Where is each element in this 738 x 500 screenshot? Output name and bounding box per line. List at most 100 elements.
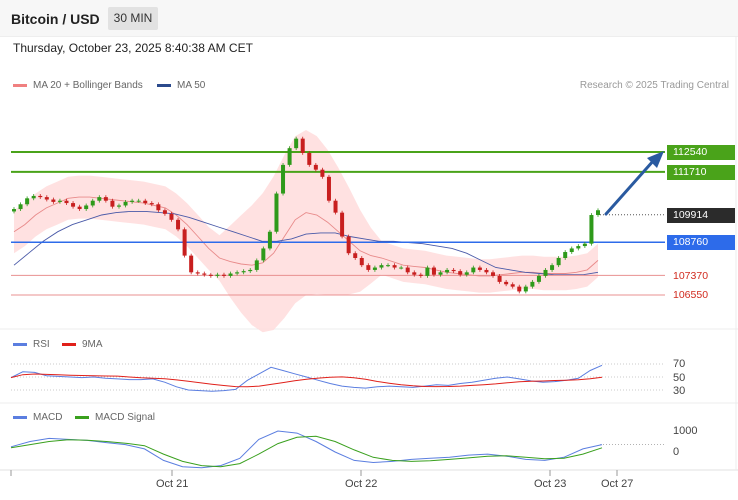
candle-body <box>491 272 496 276</box>
rsi-label: RSI <box>33 339 50 350</box>
candle-body <box>267 231 272 249</box>
macd-level-1000: 1000 <box>673 425 698 437</box>
candle-body <box>536 275 541 282</box>
candle-body <box>484 269 489 273</box>
candle-body <box>425 267 430 276</box>
candle-body <box>71 203 76 207</box>
candle-body <box>372 267 377 270</box>
candle-body <box>25 198 30 205</box>
ma20-swatch <box>13 84 27 87</box>
candle-body <box>294 138 299 149</box>
x-label-oct21: Oct 21 <box>156 478 189 490</box>
candle-body <box>451 269 456 272</box>
macd-swatch <box>13 416 27 419</box>
candle-body <box>550 265 555 270</box>
candle-body <box>569 248 574 253</box>
support-2-label: 106550 <box>673 289 709 301</box>
bollinger-band-fill <box>14 130 598 333</box>
rsi-level-70: 70 <box>673 358 686 370</box>
candle-body <box>208 274 213 276</box>
candle-body <box>359 257 364 266</box>
rsi-level-50: 50 <box>673 372 686 384</box>
ma50-label: MA 50 <box>177 80 206 91</box>
ma50-swatch <box>157 84 171 87</box>
candle-body <box>149 203 154 205</box>
candle-body <box>182 229 187 256</box>
candle-body <box>12 209 16 212</box>
candle-body <box>281 164 286 194</box>
candle-body <box>261 248 266 261</box>
candle-body <box>103 197 108 201</box>
candle-body <box>300 138 305 153</box>
candle-body <box>464 272 469 275</box>
candle-body <box>31 195 36 199</box>
resistance-1-label: 111710 <box>667 165 735 180</box>
x-label-oct27: Oct 27 <box>601 478 634 490</box>
candle-body <box>248 269 253 272</box>
candle-body <box>405 267 410 273</box>
candle-body <box>116 205 121 207</box>
candle-body <box>386 265 391 267</box>
candle-body <box>477 267 482 270</box>
x-label-oct23: Oct 23 <box>534 478 567 490</box>
candle-body <box>313 164 318 170</box>
support-1-label: 107370 <box>673 270 709 282</box>
candle-body <box>366 265 371 270</box>
legend-rsi-ma: 9MA <box>62 339 103 350</box>
legend-ma50: MA 50 <box>157 80 205 91</box>
candle-body <box>471 267 476 273</box>
macd-label: MACD <box>33 412 63 423</box>
macd-level-0: 0 <box>673 446 680 458</box>
candle-body <box>596 210 600 216</box>
candle-body <box>241 271 246 273</box>
macd-signal-swatch <box>75 416 89 419</box>
candle-body <box>340 212 345 237</box>
candle-body <box>189 255 194 273</box>
rsi-ma-label: 9MA <box>82 339 103 350</box>
candle-body <box>221 274 226 276</box>
candle-body <box>582 243 587 247</box>
candle-body <box>563 252 568 258</box>
candle-body <box>353 253 358 258</box>
candle-body <box>445 269 450 273</box>
legend-ma20: MA 20 + Bollinger Bands <box>13 80 143 91</box>
moving-averages <box>13 196 599 277</box>
research-credit: Research © 2025 Trading Central <box>579 80 729 91</box>
candle-body <box>110 200 115 207</box>
candle-body <box>195 272 200 274</box>
candle-body <box>392 265 397 268</box>
candle-body <box>143 200 148 204</box>
rsi-ma-line <box>10 373 603 388</box>
macd-signal-line <box>10 435 603 468</box>
candle-body <box>274 193 279 232</box>
macd-signal-label: MACD Signal <box>95 412 156 423</box>
candle-body <box>412 272 417 275</box>
candle-body <box>169 213 174 220</box>
rsi-level-30: 30 <box>673 385 686 397</box>
candle-body <box>346 236 351 254</box>
forecast-arrow <box>604 151 664 216</box>
candle-body <box>458 271 463 275</box>
candle-body <box>418 274 423 276</box>
candle-body <box>156 204 161 211</box>
current-price-label: 109914 <box>667 208 735 223</box>
rsi-panel <box>10 363 665 392</box>
candle-body <box>77 206 82 210</box>
candle-body <box>235 272 240 274</box>
candle-body <box>18 204 23 210</box>
candle-body <box>333 200 338 213</box>
x-axis <box>10 470 618 476</box>
candle-body <box>589 215 594 244</box>
candle-body <box>399 267 404 269</box>
chart-header: Bitcoin / USD 30 MIN <box>0 0 738 37</box>
ma20-line <box>13 196 599 277</box>
x-label-oct22: Oct 22 <box>345 478 378 490</box>
candle-body <box>162 210 167 214</box>
candle-body <box>530 281 535 287</box>
legend-macd: MACD <box>13 412 62 423</box>
candle-body <box>543 269 548 276</box>
arrow-head <box>647 151 664 168</box>
candle-body <box>431 267 436 275</box>
timeframe-button[interactable]: 30 MIN <box>108 7 158 30</box>
candle-body <box>215 274 220 276</box>
